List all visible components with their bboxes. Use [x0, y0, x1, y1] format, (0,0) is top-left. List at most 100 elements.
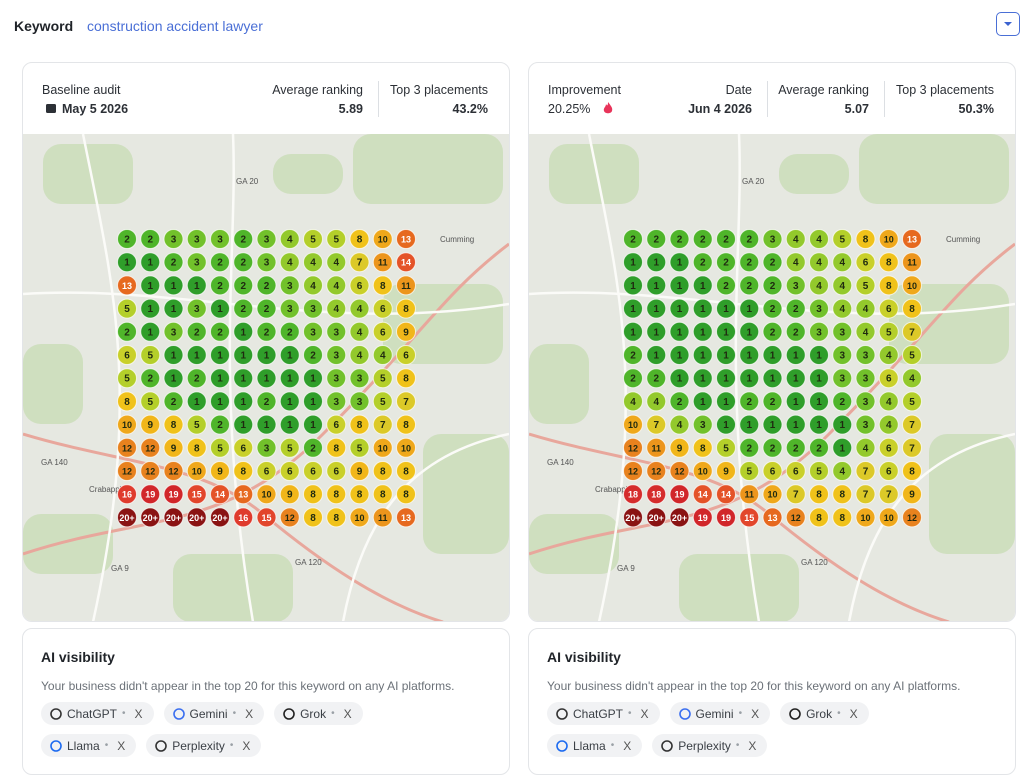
- rank-value: 1: [217, 374, 223, 385]
- rank-marker: [303, 484, 323, 505]
- platform-status: X: [134, 706, 143, 721]
- rank-value: 2: [287, 327, 293, 338]
- rank-value: 1: [264, 351, 270, 362]
- rank-value: 4: [863, 304, 869, 315]
- rank-marker: [163, 298, 184, 319]
- map: GA 20 Cumming GA 140 Crabapple GA 120 GA 9 2 2 2…: [529, 134, 1015, 621]
- rank-marker: [692, 368, 713, 389]
- rank-value: 8: [171, 420, 177, 431]
- rank-value: 6: [264, 467, 270, 478]
- rank-value: 2: [240, 281, 246, 292]
- rank-marker: [669, 321, 690, 342]
- rank-value: 15: [192, 490, 202, 500]
- rank-value: 8: [380, 281, 386, 292]
- rank-value: 3: [264, 443, 270, 454]
- rank-marker: [279, 252, 300, 273]
- rank-value: 8: [403, 467, 409, 478]
- rank-value: 10: [401, 443, 411, 453]
- rank-value: 14: [698, 490, 708, 500]
- platform-icon-shape: [678, 707, 691, 720]
- rank-marker: [878, 437, 899, 458]
- rank-marker: [396, 368, 416, 389]
- rank-marker: [303, 414, 323, 435]
- rank-marker: [855, 298, 876, 319]
- rank-value: 1: [147, 304, 153, 315]
- rank-value: 2: [700, 258, 706, 269]
- rank-marker: [186, 321, 207, 342]
- rank-marker: [256, 437, 277, 458]
- rank-value: 8: [380, 490, 386, 501]
- rank-value: 2: [217, 281, 223, 292]
- rank-value: 2: [310, 351, 316, 362]
- rank-marker: [646, 414, 667, 435]
- map-label: GA 9: [111, 564, 129, 573]
- rank-marker: [117, 229, 137, 249]
- rank-value: 20+: [189, 513, 204, 523]
- rank-value: 4: [886, 351, 892, 362]
- rank-value: 8: [124, 397, 130, 408]
- stat-label: Top 3 placements: [896, 83, 994, 97]
- rank-value: 1: [700, 327, 706, 338]
- rank-value: 2: [240, 304, 246, 315]
- keyword-value[interactable]: construction accident lawyer: [87, 18, 263, 34]
- rank-value: 8: [333, 443, 339, 454]
- rank-value: 4: [677, 420, 683, 431]
- rank-marker: [669, 391, 690, 412]
- rank-value: 8: [909, 304, 915, 315]
- rank-marker: [372, 437, 393, 458]
- rank-value: 10: [378, 443, 388, 453]
- rank-value: 2: [746, 397, 752, 408]
- rank-marker: [210, 414, 230, 435]
- rank-marker: [878, 275, 899, 296]
- rank-value: 5: [147, 351, 153, 362]
- rank-marker: [902, 275, 922, 296]
- stat-label: Date: [725, 83, 752, 97]
- map-label: Cumming: [440, 235, 474, 244]
- rank-value: 8: [310, 513, 316, 524]
- rank-value: 10: [698, 467, 708, 477]
- rank-marker: [279, 414, 300, 435]
- rank-marker: [233, 252, 254, 273]
- rank-marker: [855, 461, 876, 481]
- rank-value: 20+: [212, 513, 227, 523]
- rank-value: 1: [746, 420, 752, 431]
- rank-marker: [163, 391, 184, 412]
- rank-value: 19: [674, 490, 684, 500]
- rank-marker: [739, 252, 760, 273]
- rank-marker: [163, 507, 184, 528]
- rank-value: 2: [723, 281, 729, 292]
- rank-marker: [716, 507, 736, 528]
- rank-value: 5: [909, 397, 915, 408]
- rank-marker: [785, 252, 806, 273]
- rank-marker: [326, 414, 347, 435]
- rank-marker: [762, 229, 783, 249]
- stat-value: 50.3%: [958, 102, 994, 116]
- rank-marker: [692, 437, 713, 458]
- platform-chip: Perplexity • X: [652, 734, 768, 757]
- rank-marker: [210, 321, 230, 342]
- rank-marker: [396, 507, 416, 528]
- dropdown-button[interactable]: [996, 12, 1020, 36]
- rank-value: 3: [287, 281, 293, 292]
- rank-marker: [692, 298, 713, 319]
- rank-value: 9: [723, 467, 729, 478]
- rank-marker: [785, 484, 806, 505]
- rank-marker: [117, 507, 137, 528]
- rank-value: 11: [744, 490, 754, 500]
- rank-marker: [739, 321, 760, 342]
- rank-value: 10: [884, 513, 894, 523]
- rank-value: 2: [677, 235, 683, 246]
- rank-marker: [878, 484, 899, 505]
- rank-marker: [716, 229, 736, 249]
- rank-marker: [716, 252, 736, 273]
- rank-marker: [233, 461, 254, 481]
- rank-value: 1: [217, 351, 223, 362]
- rank-value: 8: [333, 513, 339, 524]
- rank-marker: [303, 275, 323, 296]
- stat-value: 20.25%: [548, 102, 591, 116]
- rank-value: 12: [674, 467, 684, 477]
- rank-marker: [878, 298, 899, 319]
- rank-value: 7: [793, 490, 799, 501]
- rank-marker: [762, 298, 783, 319]
- rank-value: 1: [171, 351, 177, 362]
